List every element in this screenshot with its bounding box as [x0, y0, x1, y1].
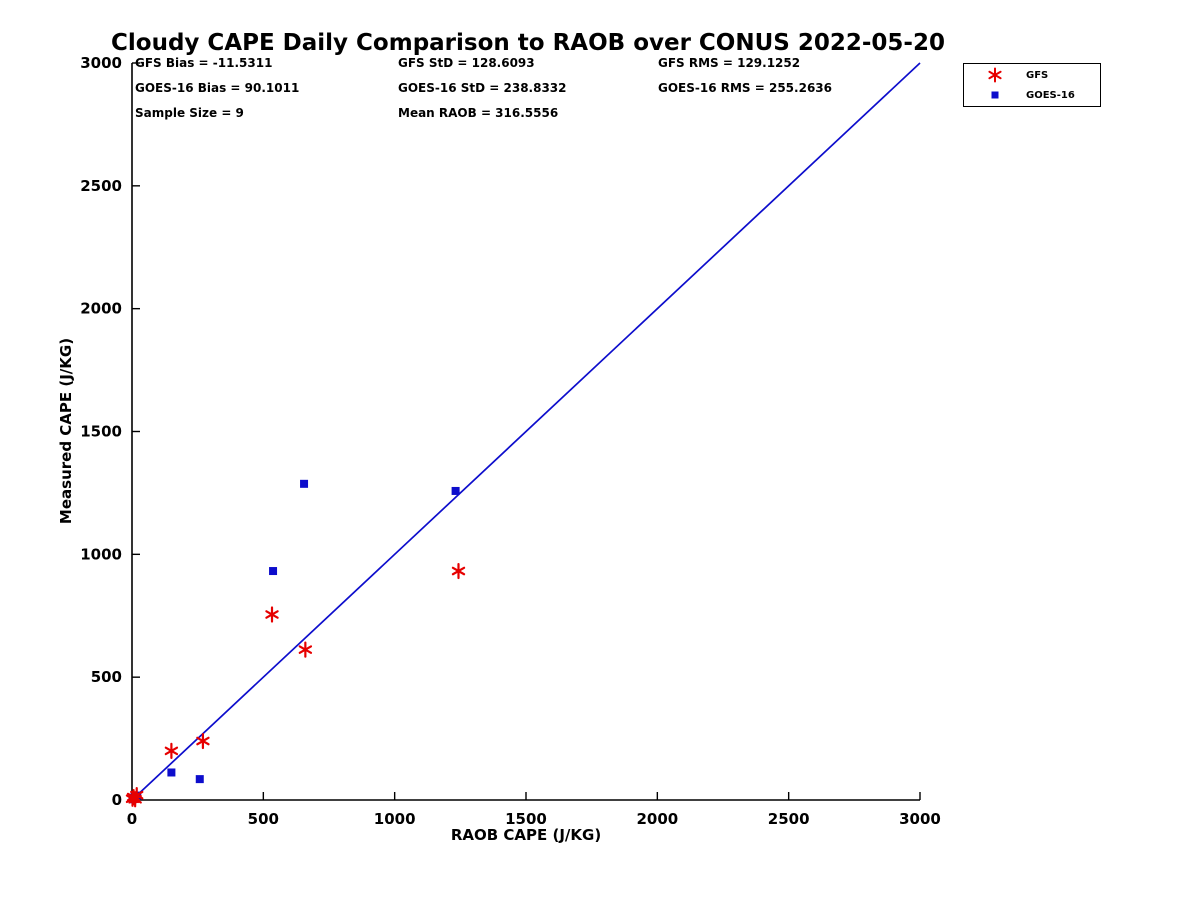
stat-goes-std: GOES-16 StD = 238.8332: [398, 81, 567, 95]
y-tick-label: 500: [91, 668, 122, 686]
goes16-point: [195, 775, 204, 784]
x-tick-label: 500: [248, 810, 279, 828]
legend-row-goes16: GOES-16: [964, 86, 1100, 104]
x-axis-label: RAOB CAPE (J/KG): [450, 826, 602, 844]
legend: GFS GOES-16: [963, 63, 1101, 107]
x-tick-label: 1000: [374, 810, 416, 828]
y-tick-label: 2000: [80, 300, 122, 318]
y-tick-label: 2500: [80, 177, 122, 195]
goes16-point: [269, 567, 278, 576]
gfs-point: [265, 606, 279, 623]
reference-line: [131, 62, 921, 801]
chart-title: Cloudy CAPE Daily Comparison to RAOB ove…: [111, 30, 945, 56]
gfs-point: [298, 641, 313, 658]
y-tick-label: 0: [112, 791, 122, 809]
gfs-point: [451, 562, 466, 580]
stat-mean-raob: Mean RAOB = 316.5556: [398, 106, 559, 120]
y-tick-label: 1500: [80, 423, 122, 441]
x-tick-label: 0: [127, 810, 137, 828]
y-tick-label: 3000: [80, 54, 122, 72]
stat-goes-rms: GOES-16 RMS = 255.2636: [658, 81, 832, 95]
legend-label-goes16: GOES-16: [1026, 89, 1075, 101]
stat-goes-bias: GOES-16 Bias = 90.1011: [135, 81, 300, 95]
legend-row-gfs: GFS: [964, 66, 1100, 84]
goes16-point: [451, 486, 460, 495]
gfs-point: [164, 742, 179, 759]
x-tick-label: 3000: [899, 810, 941, 828]
legend-label-gfs: GFS: [1026, 69, 1049, 81]
stat-gfs-std: GFS StD = 128.6093: [398, 56, 535, 70]
x-tick-label: 1500: [505, 810, 547, 828]
stat-gfs-rms: GFS RMS = 129.1252: [658, 56, 801, 70]
goes16-square-icon: [964, 87, 1026, 103]
x-tick-label: 2500: [768, 810, 810, 828]
goes16-point: [167, 768, 176, 777]
gfs-asterisk-icon: [964, 67, 1026, 83]
gfs-point: [196, 732, 210, 750]
gfs-point: [130, 786, 144, 804]
x-tick-label: 2000: [636, 810, 678, 828]
stat-sample-size: Sample Size = 9: [135, 106, 244, 120]
y-axis-label: Measured CAPE (J/KG): [57, 337, 75, 525]
stat-gfs-bias: GFS Bias = -11.5311: [135, 56, 273, 70]
goes16-point: [300, 479, 309, 488]
y-tick-label: 1000: [80, 545, 122, 563]
